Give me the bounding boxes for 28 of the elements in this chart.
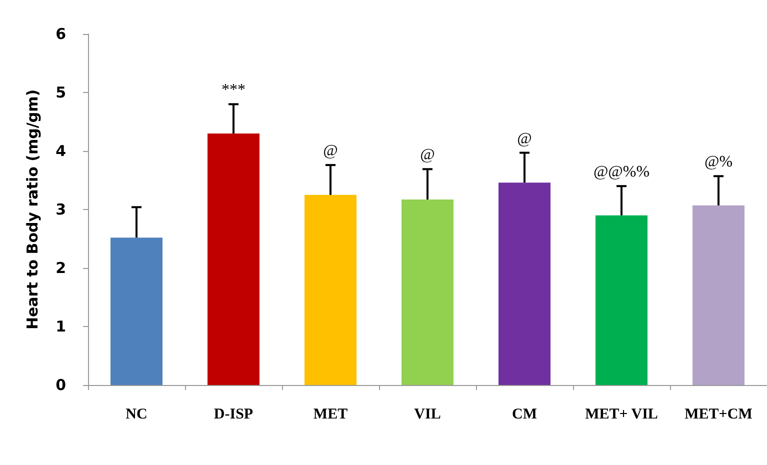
x-tick-label: VIL [414, 406, 441, 422]
x-tick-label: D-ISP [214, 406, 254, 422]
bar [692, 205, 744, 385]
annotation: @% [704, 154, 733, 171]
annotation: @ [420, 146, 435, 164]
y-tick-label: 2 [56, 259, 66, 277]
y-tick-label: 4 [56, 142, 66, 160]
annotation: @ [517, 130, 532, 148]
annotation: @@%% [593, 164, 650, 181]
x-tick-label: MET+ VIL [585, 406, 658, 422]
y-tick-label: 0 [56, 376, 66, 394]
bar [110, 238, 162, 385]
bar [596, 215, 648, 385]
bar [402, 200, 454, 385]
annotation: @ [323, 142, 338, 160]
y-axis-title: Heart to Body ratio (mg/gm) [24, 89, 42, 330]
y-tick-label: 1 [56, 318, 66, 336]
x-tick-label: NC [126, 406, 148, 422]
annotation: *** [222, 82, 246, 99]
x-tick-label: CM [512, 406, 537, 422]
bar [304, 194, 356, 385]
bar [208, 133, 260, 385]
bar [498, 182, 550, 385]
y-tick-label: 5 [56, 84, 66, 102]
x-tick-label: MET+CM [684, 406, 752, 422]
y-tick-label: 6 [56, 25, 66, 43]
x-tick-label: MET [313, 406, 348, 422]
y-tick-label: 3 [56, 200, 66, 218]
